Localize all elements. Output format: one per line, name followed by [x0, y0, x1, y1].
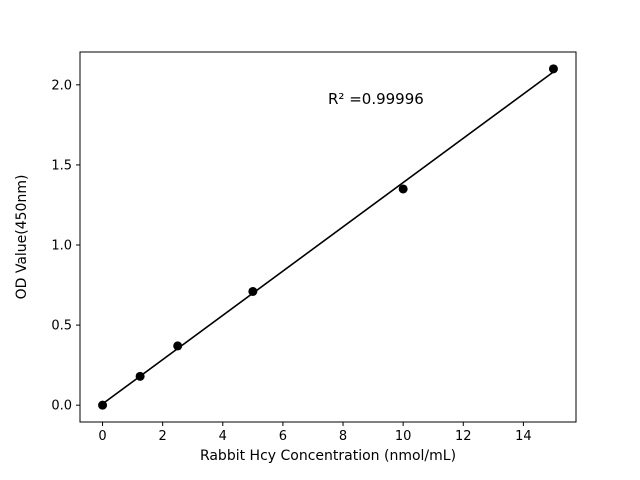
plot-border — [79, 51, 577, 423]
data-point — [248, 286, 258, 296]
x-tick-label: 8 — [339, 429, 347, 444]
x-tick-label: 4 — [219, 429, 227, 444]
y-tick-label: 1.0 — [51, 239, 72, 254]
x-tick-label: 12 — [455, 429, 472, 444]
data-point — [98, 400, 108, 410]
y-tick-label: 1.5 — [51, 158, 72, 173]
y-axis-label: OD Value(450nm) — [14, 175, 30, 300]
y-tick-label: 0.5 — [51, 319, 72, 334]
data-point — [135, 371, 145, 381]
x-tick-label: 14 — [515, 429, 532, 444]
x-tick-label: 2 — [159, 429, 167, 444]
data-point — [548, 64, 558, 74]
x-tick-label: 0 — [98, 429, 106, 444]
data-point — [398, 184, 408, 194]
x-tick-label: 10 — [395, 429, 412, 444]
y-tick-label: 0.0 — [51, 399, 72, 414]
data-point — [173, 341, 183, 351]
r-squared-annotation: R² =0.99996 — [328, 90, 424, 108]
x-tick-label: 6 — [279, 429, 287, 444]
x-axis-label: Rabbit Hcy Concentration (nmol/mL) — [200, 448, 456, 464]
y-tick-label: 2.0 — [51, 78, 72, 93]
